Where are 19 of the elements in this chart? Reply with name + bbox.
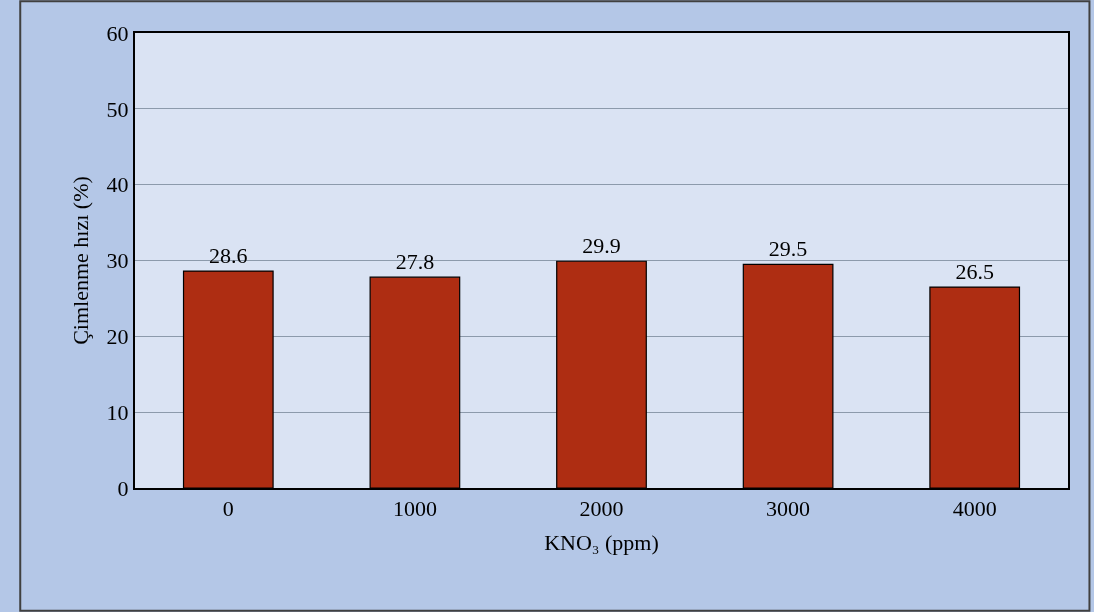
x-tick-label: 0 [222,496,234,522]
x-tick-label: 1000 [392,496,437,522]
data-label: 26.5 [955,259,994,285]
y-tick-label: 0 [117,475,129,501]
y-tick-label: 60 [106,20,129,46]
x-tick-label: 4000 [952,496,997,522]
y-tick-label: 10 [106,399,129,425]
data-label: 27.8 [395,249,435,275]
y-tick-label: 40 [106,172,129,198]
x-tick-label: 3000 [766,496,811,522]
y-tick-label: 50 [106,96,129,122]
data-label: 29.5 [768,236,808,262]
y-tick-label: 20 [106,324,129,350]
data-label: 28.6 [209,243,248,269]
y-tick-label: 30 [106,248,129,274]
data-label: 29.9 [582,233,621,259]
x-tick-label: 2000 [579,496,624,522]
x-axis-title: KNO₃ (ppm) [544,529,659,555]
y-axis-title: Çimlenme hızı (%) [67,176,93,345]
